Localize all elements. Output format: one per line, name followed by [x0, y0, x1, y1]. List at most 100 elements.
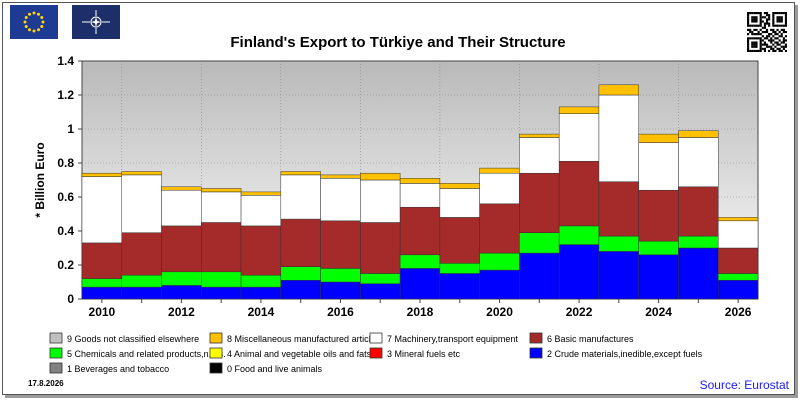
legend-swatch [369, 347, 383, 359]
bar-segment [240, 225, 282, 276]
bar-segment [360, 172, 401, 181]
bar-segment [479, 252, 520, 271]
bar-segment [161, 189, 202, 227]
bar-segment [519, 252, 560, 300]
y-tick-label: 0.6 [57, 190, 74, 204]
legend-swatch [209, 362, 223, 374]
bar-segment [638, 133, 679, 143]
legend-label: 4 Animal and vegetable oils and fats [227, 349, 372, 359]
legend-swatch [369, 332, 383, 344]
source-label: Source: Eurostat [700, 378, 790, 392]
legend-swatch [209, 347, 223, 359]
bar-segment [161, 225, 202, 273]
legend-label: 9 Goods not classified elsewhere [67, 334, 199, 344]
bar-segment [201, 286, 242, 300]
bar-segment [598, 94, 639, 182]
bar-segment [598, 181, 639, 237]
bar-segment [81, 242, 123, 279]
legend-label: 7 Machinery,transport equipment [387, 334, 518, 344]
bar-segment [121, 274, 162, 288]
bar-segment [121, 286, 162, 300]
bar-segment [439, 183, 480, 189]
x-tick-label: 2020 [486, 305, 513, 319]
bar-segment [320, 174, 361, 179]
bar-segment [280, 171, 321, 176]
bar-segment [717, 247, 759, 274]
bar-segment [399, 206, 441, 256]
date-label: 17.8.2026 [28, 379, 64, 388]
bar-segment [280, 218, 321, 267]
bar-segment [678, 247, 719, 300]
bar-segment [717, 280, 759, 300]
y-tick-label: 0.8 [57, 156, 74, 170]
y-tick-label: 0.2 [57, 258, 74, 272]
legend-label: 8 Miscellaneous manufactured articles [227, 334, 381, 344]
qr-code-icon [747, 12, 788, 53]
bar-segment [320, 220, 361, 269]
bar-segment [479, 172, 520, 205]
bar-segment [320, 268, 361, 283]
bar-segment [439, 188, 480, 218]
bar-segment [558, 244, 600, 300]
bar-segment [717, 217, 759, 222]
x-tick-label: 2016 [327, 305, 354, 319]
bar-segment [81, 176, 123, 244]
bar-segment [519, 232, 560, 254]
bar-segment [201, 188, 242, 193]
y-tick-label: 1 [67, 122, 74, 136]
bar-segment [201, 271, 242, 288]
bar-segment [558, 161, 600, 227]
bar-segment [280, 266, 321, 281]
y-tick-label: 0.4 [57, 224, 74, 238]
bar-segment [320, 178, 361, 222]
bar-segment [678, 235, 719, 249]
bar-segment [360, 222, 401, 274]
bar-segment [280, 280, 321, 300]
bar-segment [121, 232, 162, 276]
bar-segment [399, 178, 441, 184]
bar-segment [638, 254, 679, 300]
legend-swatch [49, 347, 63, 359]
bar-segment [81, 286, 123, 300]
bar-segment [519, 137, 560, 174]
bar-segment [638, 142, 679, 191]
bar-segment [360, 179, 401, 223]
bar-segment [161, 285, 202, 300]
legend-swatch [209, 332, 223, 344]
chart-title: Finland's Export to Türkiye and Their St… [230, 34, 565, 51]
legend-label: 0 Food and live animals [227, 364, 323, 374]
x-tick-label: 2014 [248, 305, 275, 319]
legend-swatch [49, 362, 63, 374]
legend-label: 2 Crude materials,inedible,except fuels [547, 349, 703, 359]
bar-segment [121, 171, 162, 176]
bar-segment [479, 269, 520, 300]
bar-segment [81, 278, 123, 288]
x-tick-label: 2012 [168, 305, 195, 319]
bar-segment [678, 137, 719, 188]
bar-segment [479, 167, 520, 174]
bar-segment [439, 217, 480, 264]
bar-segment [240, 195, 282, 227]
bar-segment [519, 133, 560, 138]
bar-segment [717, 273, 759, 281]
bar-segment [320, 281, 361, 300]
bar-segment [558, 113, 600, 162]
legend-label: 3 Mineral fuels etc [387, 349, 461, 359]
bar-segment [598, 84, 639, 96]
bar-segment [638, 189, 679, 242]
legend-label: 5 Chemicals and related products,n.e.s. [67, 349, 226, 359]
bar-segment [240, 191, 282, 196]
legend-swatch [529, 347, 543, 359]
y-tick-label: 1.2 [57, 88, 74, 102]
bar-segment [81, 172, 123, 177]
legend-swatch [529, 332, 543, 344]
bar-segment [558, 106, 600, 114]
bar-segment [201, 191, 242, 223]
bar-segment [558, 225, 600, 245]
legend-label: 6 Basic manufactures [547, 334, 634, 344]
y-axis-label: * Billion Euro [33, 142, 47, 217]
bar-segment [519, 172, 560, 233]
bar-segment [717, 220, 759, 249]
bar-segment [240, 274, 282, 288]
